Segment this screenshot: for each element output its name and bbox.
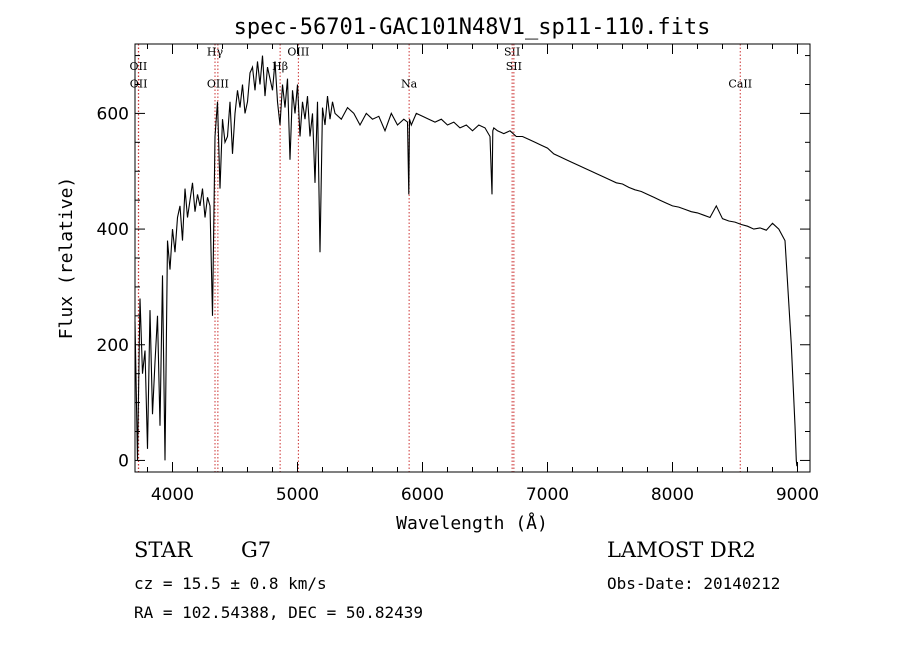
line-label-5: OIII — [287, 46, 309, 59]
y-axis-label: Flux (relative) — [56, 177, 77, 340]
x-tick-label-9000: 9000 — [776, 485, 819, 505]
x-tick-label-4000: 4000 — [151, 485, 194, 505]
line-label-9: CaII — [728, 77, 752, 90]
y-tick-label-200: 200 — [97, 336, 129, 356]
y-tick-label-0: 0 — [118, 451, 129, 471]
observation-date: Obs-Date: 20140212 — [607, 574, 781, 593]
x-tick-label-7000: 7000 — [526, 485, 569, 505]
axis-ticks: 4000 5000 6000 7000 8000 9000 0 200 400 600 — [97, 44, 819, 505]
line-label-8: SII — [506, 60, 522, 73]
line-label-3: OIII — [207, 77, 229, 90]
x-axis-label: Wavelength (Å) — [396, 512, 548, 534]
redshift-value: cz = 15.5 ± 0.8 km/s — [134, 574, 327, 593]
x-tick-label-8000: 8000 — [651, 485, 694, 505]
line-label-1: OII — [130, 77, 148, 90]
line-label-0: OII — [130, 60, 148, 73]
line-label-4: Hβ — [272, 60, 288, 73]
plot-frame — [134, 43, 811, 473]
chart-title: spec-56701-GAC101N48V1_sp11-110.fits — [234, 15, 711, 40]
coordinates: RA = 102.54388, DEC = 50.82439 — [134, 603, 423, 622]
object-class: STAR — [134, 538, 193, 562]
line-label-6: Na — [401, 77, 418, 90]
spectrum-line — [134, 55, 798, 467]
line-label-7: SII — [504, 46, 520, 59]
y-tick-label-400: 400 — [97, 220, 129, 240]
object-subclass: G7 — [241, 538, 272, 562]
line-label-2: Hγ — [207, 46, 224, 59]
x-tick-label-5000: 5000 — [276, 485, 319, 505]
survey-name: LAMOST DR2 — [607, 538, 756, 562]
x-tick-label-6000: 6000 — [401, 485, 444, 505]
y-tick-label-600: 600 — [97, 104, 129, 124]
